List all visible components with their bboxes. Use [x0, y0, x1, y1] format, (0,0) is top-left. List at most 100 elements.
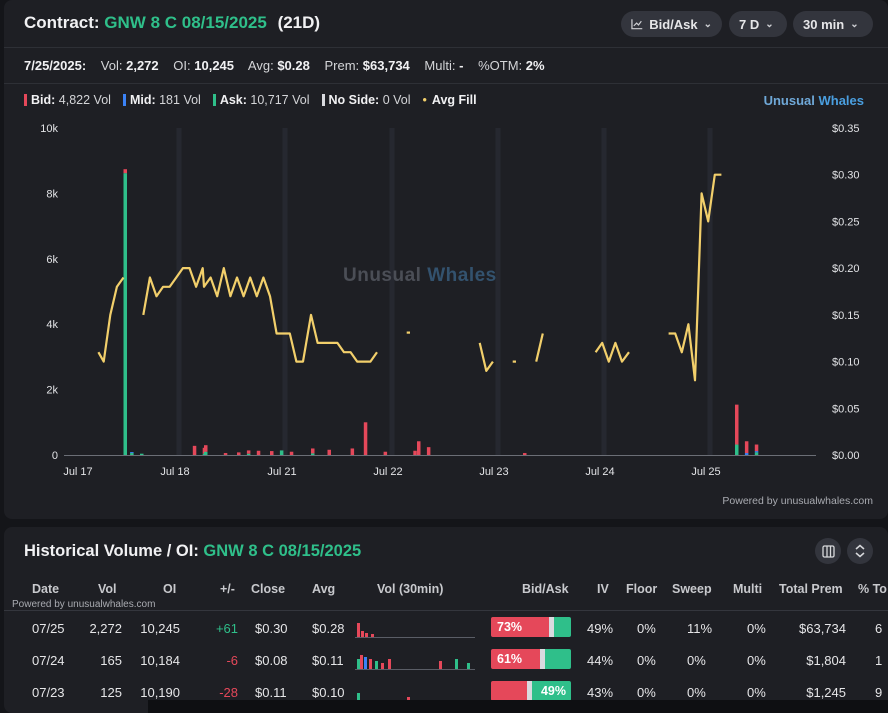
volume-bar-bid [311, 448, 315, 454]
table-row[interactable]: 07/23 125 10,190 -28 $0.11 $0.10 43% 0% 0% 0% $1,2… [4, 676, 888, 708]
col-pct-to[interactable]: % To [858, 582, 887, 596]
stats-multi-label: Multi: [424, 58, 456, 73]
bid-pct-label: 61% [497, 652, 523, 666]
table-row[interactable]: 07/24 165 10,184 -6 $0.08 $0.11 44% 0% 0% 0% $1,80… [4, 644, 888, 676]
expand-collapse-icon[interactable] [847, 538, 873, 564]
volume-bar-bid [204, 445, 208, 452]
day-separator [707, 128, 713, 455]
bid-ask-bar: 49% [491, 681, 571, 701]
stats-oi-label: OI: [173, 58, 191, 73]
sparkline-bar [371, 634, 374, 637]
volume-bar-ask [246, 453, 251, 455]
right-tick-label: $0.05 [832, 403, 860, 415]
volume-bar-bid [327, 449, 331, 455]
volume-bar-bid [426, 447, 431, 455]
cell-sweep: 0% [687, 685, 706, 700]
col-iv[interactable]: IV [597, 582, 609, 596]
col-vol-30min[interactable]: Vol (30min) [377, 582, 444, 596]
col-floor[interactable]: Floor [626, 582, 658, 596]
cell-multi: 0% [747, 653, 766, 668]
line-chart-icon [631, 19, 643, 30]
sparkline-bar [467, 663, 470, 669]
historical-panel: Historical Volume / OI: GNW 8 C 08/15/20… [4, 527, 888, 713]
volume-bar-mid [130, 452, 134, 454]
sparkline-bar [361, 631, 364, 637]
x-tick-label: Jul 24 [585, 466, 614, 478]
legend-ask[interactable]: Ask: 10,717 Vol [212, 93, 310, 107]
cell-floor: 0% [637, 621, 656, 636]
cell-total_prem: $1,804 [806, 653, 846, 668]
col-total-prem[interactable]: Total Prem [779, 582, 843, 596]
volume-bar-bid [223, 453, 228, 455]
cell-date: 07/23 [32, 685, 65, 700]
right-tick-label: $0.10 [832, 357, 860, 369]
legend-bid[interactable]: Bid: 4,822 Vol [24, 93, 111, 107]
stats-multi: - [459, 58, 464, 73]
vol-30min-sparkline [355, 623, 475, 638]
stats-date: 7/25/2025: [24, 58, 87, 73]
stats-bar: 7/25/2025: Vol: 2,272 OI: 10,245 Avg: $0… [24, 58, 556, 73]
x-tick-label: Jul 25 [691, 466, 720, 478]
contract-name: GNW 8 C 08/15/2025 [104, 13, 267, 32]
x-tick-label: Jul 18 [160, 466, 189, 478]
interval-dropdown[interactable]: 30 min ⌄ [793, 11, 873, 37]
col-sweep[interactable]: Sweep [672, 582, 712, 596]
table-header: Date Vol OI +/- Close Avg Vol (30min) Bi… [4, 582, 888, 606]
chart-type-dropdown[interactable]: Bid/Ask ⌄ [621, 11, 722, 37]
cell-avg: $0.11 [312, 653, 344, 668]
cell-date: 07/25 [32, 621, 65, 636]
chart-watermark: Unusual Whales [343, 265, 497, 286]
volume-bar-mid [754, 451, 759, 453]
volume-bar-ask [204, 451, 208, 455]
cell-vol: 165 [100, 653, 122, 668]
chart-legend: Bid: 4,822 Vol Mid: 181 Vol Ask: 10,717 … [24, 93, 477, 107]
stats-avg-label: Avg: [247, 58, 274, 73]
col-vol[interactable]: Vol [98, 582, 117, 596]
divider [4, 47, 888, 48]
x-tick-label: Jul 23 [479, 466, 508, 478]
brand-logo[interactable]: Unusual Whales [763, 93, 864, 108]
col-bid-ask[interactable]: Bid/Ask [522, 582, 569, 596]
chevron-down-icon: ⌄ [703, 18, 712, 30]
volume-bar-bid [383, 451, 388, 455]
powered-by-text: Powered by unusualwhales.com [722, 495, 873, 507]
legend-avg-fill[interactable]: • Avg Fill [422, 93, 477, 107]
legend-no-side[interactable]: No Side: 0 Vol [321, 93, 411, 107]
volume-bar-bid [256, 450, 261, 455]
cell-close: $0.11 [255, 685, 287, 700]
volume-bar-ask [130, 453, 134, 455]
x-tick-label: Jul 17 [63, 466, 92, 478]
columns-icon[interactable] [815, 538, 841, 564]
sparkline-bar [357, 623, 360, 637]
cell-chg: +61 [215, 621, 238, 636]
volume-bar-mid [744, 453, 749, 455]
cell-pct_to: 1 [875, 653, 883, 668]
col-oi[interactable]: OI [163, 582, 177, 596]
cell-oi: 10,190 [140, 685, 180, 700]
col-close[interactable]: Close [251, 582, 286, 596]
col-multi[interactable]: Multi [733, 582, 763, 596]
table-row[interactable]: 07/25 2,272 10,245 +61 $0.30 $0.28 49% 0% 11% 0% $… [4, 612, 888, 644]
day-separator [389, 128, 395, 455]
historical-title: Historical Volume / OI: GNW 8 C 08/15/20… [24, 542, 362, 560]
range-dropdown[interactable]: 7 D ⌄ [729, 11, 787, 37]
col-date[interactable]: Date [32, 582, 60, 596]
volume-bar-ask [735, 444, 739, 455]
volume-bar-ask [279, 450, 284, 455]
stats-prem-label: Prem: [324, 58, 360, 73]
avg-fill-line [142, 267, 378, 363]
left-tick-label: 6k [46, 254, 58, 266]
sparkline-bar [439, 661, 442, 669]
stats-vol: 2,272 [126, 58, 159, 73]
col-avg[interactable]: Avg [312, 582, 336, 596]
cell-date: 07/24 [32, 653, 65, 668]
col-change[interactable]: +/- [220, 582, 235, 596]
stats-avg: $0.28 [277, 58, 310, 73]
bid-ask-bar: 61% [491, 649, 571, 669]
sparkline-bar [369, 659, 372, 669]
cell-total_prem: $63,734 [799, 621, 846, 636]
legend-mid[interactable]: Mid: 181 Vol [122, 93, 201, 107]
x-tick-label: Jul 21 [267, 466, 296, 478]
x-tick-label: Jul 22 [373, 466, 402, 478]
cell-close: $0.30 [255, 621, 288, 636]
